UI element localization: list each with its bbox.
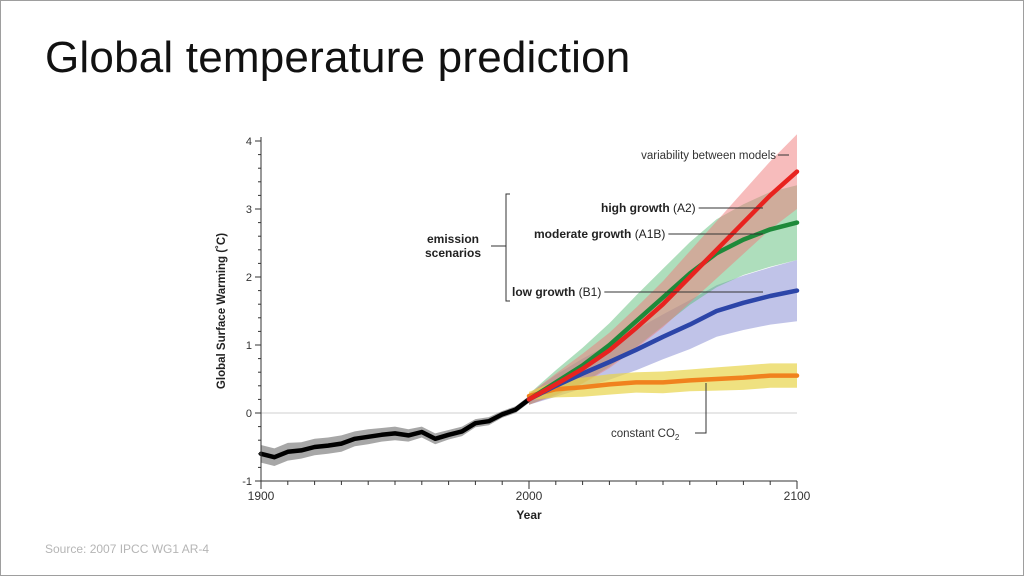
high-series-label: high growth (A2) bbox=[601, 201, 696, 215]
x-tick-label: 2100 bbox=[784, 489, 811, 503]
high-series-line bbox=[526, 169, 800, 402]
constant-co2-label: constant CO2 bbox=[611, 428, 680, 442]
observed-series-line bbox=[258, 397, 532, 460]
source-caption: Source: 2007 IPCC WG1 AR-4 bbox=[45, 542, 210, 556]
y-tick-label: 1 bbox=[246, 340, 252, 352]
observed-uncertainty-band bbox=[261, 396, 529, 466]
y-tick-label: 0 bbox=[246, 408, 252, 420]
low-series-line bbox=[526, 288, 800, 402]
bracket-label-line2: scenarios bbox=[425, 246, 481, 260]
x-tick-label: 1900 bbox=[248, 489, 275, 503]
x-axis-title: Year bbox=[516, 508, 542, 522]
scenario-bracket bbox=[505, 193, 510, 302]
bracket-label-line1: emission bbox=[427, 232, 479, 246]
high-uncertainty-band bbox=[529, 134, 797, 405]
moderate-series-line bbox=[526, 220, 800, 402]
constant-co2-leader-line bbox=[695, 383, 707, 434]
low-series-label: low growth (B1) bbox=[512, 285, 601, 299]
y-tick-label: 3 bbox=[246, 204, 252, 216]
x-tick-label: 2000 bbox=[516, 489, 543, 503]
y-axis-title: Global Surface Warming (˚C) bbox=[216, 233, 228, 389]
y-tick-label: -1 bbox=[242, 476, 252, 488]
y-tick-label: 2 bbox=[246, 272, 252, 284]
y-tick-label: 4 bbox=[246, 136, 252, 148]
moderate-series-label: moderate growth (A1B) bbox=[534, 227, 665, 241]
constant-series-line bbox=[526, 373, 800, 399]
variability-annotation: variability between models bbox=[641, 150, 776, 162]
slide-title: Global temperature prediction bbox=[45, 33, 631, 82]
